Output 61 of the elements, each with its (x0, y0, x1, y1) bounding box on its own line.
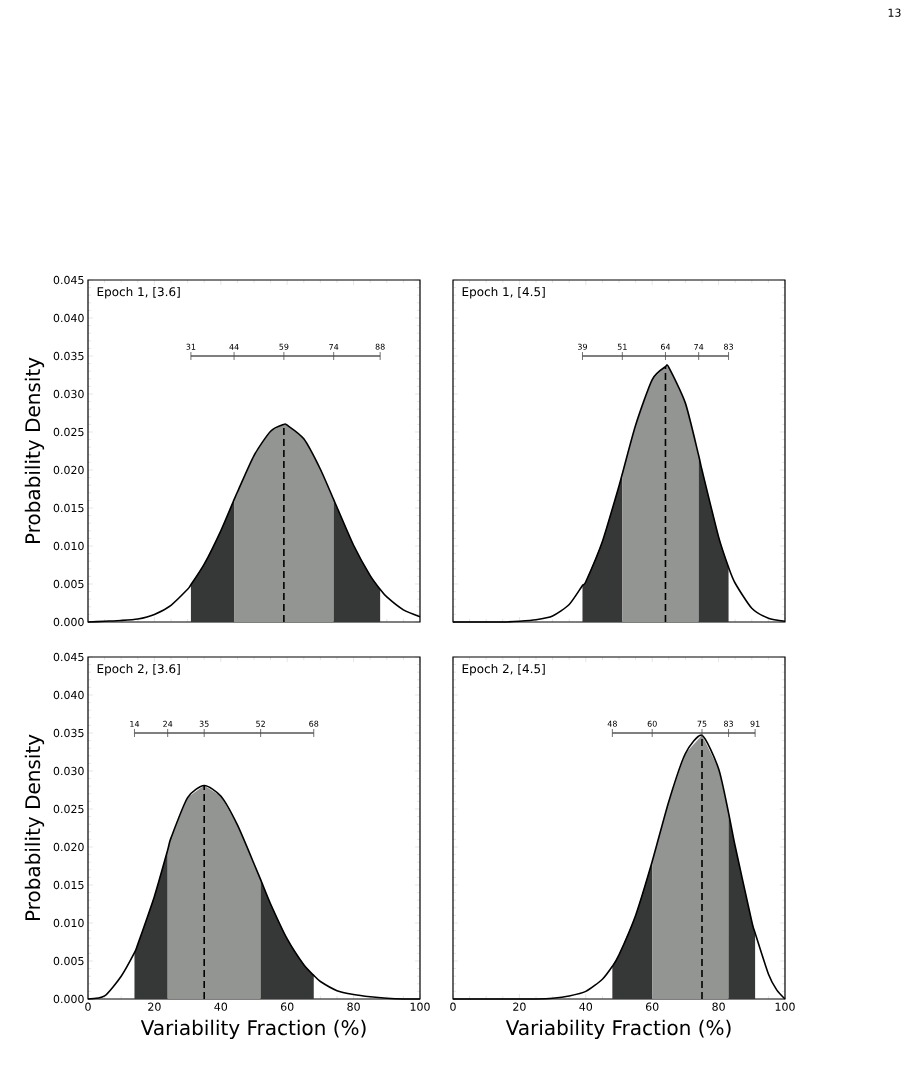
annotation: 83 (724, 720, 733, 727)
annotation: 51 (617, 343, 627, 350)
annotation: 68 (309, 720, 319, 727)
x-tick-label: 20 (148, 1002, 161, 1011)
x-tick-label: 60 (645, 1002, 659, 1011)
x-axis-title: Variability Fraction (%) (140, 1019, 366, 1040)
annotation: 44 (229, 343, 239, 350)
y-tick-label: 0.010 (53, 541, 84, 551)
annotation: 88 (375, 343, 385, 350)
annotation: 14 (130, 720, 140, 727)
x-tick-label: 40 (214, 1002, 228, 1011)
y-tick-label: 0.010 (53, 918, 84, 928)
text: Epoch 1, [4.5] (462, 286, 545, 299)
y-tick-label: 0.035 (53, 351, 84, 361)
annotation: 48 (607, 720, 617, 727)
annotation: 52 (256, 720, 265, 727)
x-tick-label: 80 (347, 1002, 360, 1011)
y-tick-label: 0.005 (53, 579, 84, 589)
y-tick-label: 0.020 (53, 465, 84, 475)
annotation: 91 (750, 720, 760, 727)
annotation: 83 (724, 343, 733, 350)
y-axis-title: Probability Density (24, 734, 45, 921)
annotation: 39 (578, 343, 588, 350)
x-tick-label: 20 (513, 1002, 526, 1011)
annotation: 74 (329, 343, 339, 350)
x-tick-label: 40 (579, 1002, 593, 1011)
y-tick-label: 0.040 (53, 313, 84, 323)
y-tick-label: 0.020 (53, 842, 84, 852)
y-tick-label: 0.030 (53, 766, 84, 776)
x-tick-label: 80 (712, 1002, 725, 1011)
annotation: 59 (279, 343, 289, 350)
x-tick-label: 60 (280, 1002, 294, 1011)
y-tick-label: 0.025 (53, 427, 84, 437)
x-tick-label: 0 (450, 1002, 456, 1011)
annotation: 31 (186, 343, 196, 350)
y-tick-label: 0.045 (53, 652, 84, 662)
text: 13 (888, 8, 901, 17)
y-tick-label: 0.005 (53, 956, 84, 966)
annotation: 75 (697, 720, 707, 727)
y-tick-label: 0.015 (53, 880, 84, 890)
annotation: 60 (647, 720, 657, 727)
annotation: 74 (694, 343, 704, 350)
y-tick-label: 0.015 (53, 503, 84, 513)
y-tick-label: 0.000 (53, 994, 84, 1004)
x-tick-label: 0 (85, 1002, 91, 1011)
annotation: 35 (199, 720, 209, 727)
y-tick-label: 0.030 (53, 389, 84, 399)
y-tick-label: 0.035 (53, 728, 84, 738)
annotation: 64 (660, 343, 671, 350)
x-axis-title: Variability Fraction (%) (505, 1019, 731, 1040)
x-tick-label: 100 (775, 1002, 795, 1011)
y-tick-label: 0.025 (53, 804, 84, 814)
annotation: 24 (163, 720, 173, 727)
y-axis-title: Probability Density (24, 357, 45, 544)
text: Epoch 2, [3.6] (97, 663, 180, 676)
y-tick-label: 0.045 (53, 275, 84, 285)
x-tick-label: 100 (410, 1002, 430, 1011)
y-tick-label: 0.040 (53, 690, 84, 700)
text: Epoch 1, [3.6] (97, 286, 180, 299)
y-tick-label: 0.000 (53, 617, 84, 627)
text: Epoch 2, [4.5] (462, 663, 545, 676)
